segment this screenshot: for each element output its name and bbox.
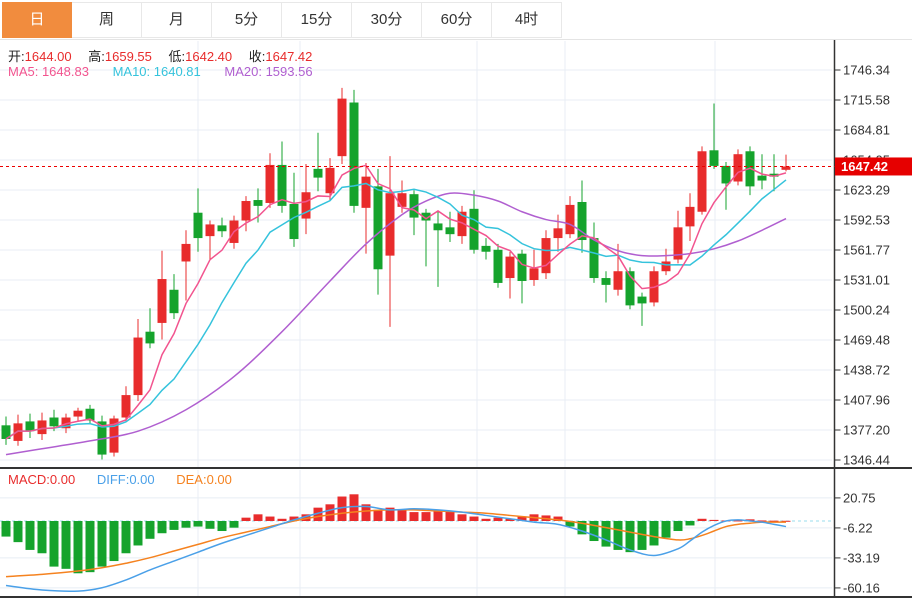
tab-4hour[interactable]: 4时 (492, 2, 562, 38)
dea-value: DEA:0.00 (176, 472, 232, 487)
high-value: 1659.55 (104, 49, 152, 64)
ohlc-legend: 开:1644.00 高:1659.55 低:1642.40 收:1647.42 (8, 46, 325, 65)
ma20-legend: MA20: 1593.56 (224, 64, 313, 79)
svg-text:1531.01: 1531.01 (843, 273, 890, 288)
close-label: 收: (248, 49, 266, 64)
diff-value: DIFF:0.00 (96, 472, 155, 487)
svg-text:1407.96: 1407.96 (843, 393, 890, 408)
svg-text:20.75: 20.75 (843, 490, 876, 505)
low-value: 1642.40 (185, 49, 233, 64)
open-label: 开: (8, 49, 25, 64)
open-value: 1644.00 (24, 49, 72, 64)
macd-legend: MACD:0.00 DIFF:0.00 DEA:0.00 (8, 472, 250, 487)
ma10-line (5, 179, 787, 440)
ma10-legend: MA10: 1640.81 (112, 64, 201, 79)
tab-week[interactable]: 周 (72, 2, 142, 38)
svg-text:-33.19: -33.19 (843, 550, 880, 565)
close-value: 1647.42 (265, 49, 313, 64)
tab-60min[interactable]: 60分 (422, 2, 492, 38)
ma-legend: MA5: 1648.83 MA10: 1640.81 MA20: 1593.56 (8, 64, 313, 79)
svg-text:1438.72: 1438.72 (843, 363, 890, 378)
tab-15min[interactable]: 15分 (282, 2, 352, 38)
svg-text:1715.58: 1715.58 (843, 93, 890, 108)
tab-day[interactable]: 日 (2, 2, 72, 38)
ma-lines (5, 164, 787, 456)
tab-30min[interactable]: 30分 (352, 2, 422, 38)
price-axis-labels: 1746.341715.581684.811654.051623.291592.… (834, 63, 890, 468)
svg-text:1647.42: 1647.42 (841, 159, 888, 174)
panel-borders (0, 40, 912, 598)
svg-text:1592.53: 1592.53 (843, 213, 890, 228)
ma5-line (5, 164, 787, 440)
current-price-marker: 1647.42 (0, 157, 912, 176)
timeframe-tabbar: 日 周 月 5分 15分 30分 60分 4时 (0, 0, 912, 40)
macd-panel (0, 494, 832, 592)
ma5-legend: MA5: 1648.83 (8, 64, 89, 79)
tab-5min[interactable]: 5分 (212, 2, 282, 38)
high-label: 高: (88, 49, 105, 64)
svg-text:-60.16: -60.16 (843, 580, 880, 595)
svg-text:1623.29: 1623.29 (843, 183, 890, 198)
svg-text:1500.24: 1500.24 (843, 303, 890, 318)
diff-line (5, 505, 787, 592)
svg-text:-6.22: -6.22 (843, 520, 873, 535)
current-price-tag (835, 157, 912, 176)
svg-text:1377.20: 1377.20 (843, 423, 890, 438)
macd-axis-labels: 20.75 -6.22 -33.19 -60.16 (834, 490, 880, 595)
macd-value: MACD:0.00 (8, 472, 76, 487)
svg-text:1746.34: 1746.34 (843, 63, 890, 78)
svg-text:1469.48: 1469.48 (843, 333, 890, 348)
candlesticks (1, 87, 791, 460)
svg-text:1684.81: 1684.81 (843, 123, 890, 138)
ma20-line (5, 192, 787, 456)
low-label: 低: (168, 49, 186, 64)
svg-text:1346.44: 1346.44 (843, 453, 890, 468)
svg-text:1561.77: 1561.77 (843, 243, 890, 258)
tab-month[interactable]: 月 (142, 2, 212, 38)
